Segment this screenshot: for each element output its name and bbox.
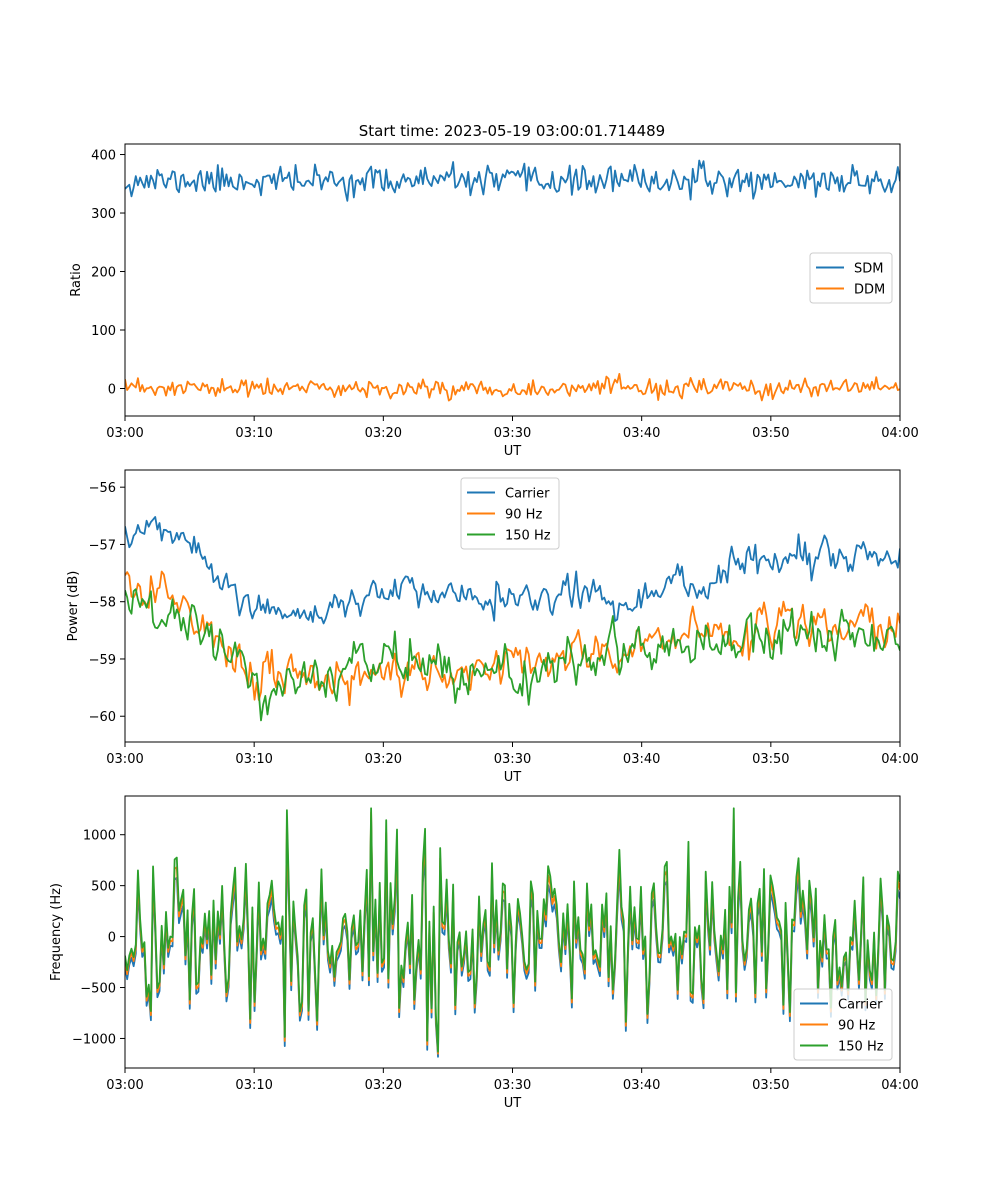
x-tick-label: 03:10 bbox=[235, 426, 272, 441]
y-axis-label: Frequency (Hz) bbox=[49, 883, 64, 981]
legend: Carrier 90 Hz 150 Hz bbox=[793, 988, 893, 1061]
y-tick-label: −59 bbox=[89, 653, 116, 668]
legend-box bbox=[460, 477, 560, 550]
legend: Carrier 90 Hz 150 Hz bbox=[460, 477, 560, 550]
x-tick-label: 03:50 bbox=[752, 1078, 789, 1093]
x-tick-label: 03:40 bbox=[623, 752, 660, 767]
legend-label: DDM bbox=[854, 283, 885, 298]
y-tick-label: −60 bbox=[89, 710, 116, 725]
x-axis-label: UT bbox=[504, 770, 522, 785]
x-tick-label: 03:50 bbox=[752, 426, 789, 441]
legend-label: 90 Hz bbox=[505, 508, 542, 523]
series-group bbox=[125, 159, 900, 402]
legend-label: 150 Hz bbox=[505, 529, 551, 544]
x-tick-label: 03:30 bbox=[494, 1078, 531, 1093]
x-tick-label: 03:30 bbox=[494, 752, 531, 767]
plot-area bbox=[125, 796, 900, 1068]
series-line-150-hz bbox=[125, 807, 900, 1053]
y-tick-label: −58 bbox=[89, 596, 116, 611]
x-tick-label: 03:40 bbox=[623, 426, 660, 441]
y-tick-label: 200 bbox=[91, 266, 116, 281]
x-tick-label: 03:00 bbox=[106, 426, 143, 441]
y-tick-label: 500 bbox=[91, 880, 116, 895]
chart-panel-1: 03:00 03:10 03:20 03:30 03:40 03:50 04:00 0 100 2… bbox=[69, 143, 919, 459]
y-axis-label: Ratio bbox=[69, 263, 84, 296]
legend-label: Carrier bbox=[505, 487, 550, 502]
legend-label: Carrier bbox=[838, 998, 883, 1013]
y-tick-label: 0 bbox=[108, 383, 116, 398]
x-tick-label: 03:20 bbox=[365, 1078, 402, 1093]
x-tick-label: 03:50 bbox=[752, 752, 789, 767]
y-tick-label: 400 bbox=[91, 149, 116, 164]
legend-label: SDM bbox=[854, 262, 883, 277]
series-line-carrier bbox=[125, 516, 900, 625]
x-tick-label: 04:00 bbox=[881, 752, 918, 767]
series-line-sdm bbox=[125, 159, 900, 202]
x-axis-label: UT bbox=[504, 1096, 522, 1111]
y-tick-label: 0 bbox=[108, 931, 116, 946]
chart-panel-3: 03:00 03:10 03:20 03:30 03:40 03:50 04:00 −1000… bbox=[49, 795, 919, 1111]
y-tick-label: −1000 bbox=[72, 1032, 116, 1047]
y-tick-label: 300 bbox=[91, 207, 116, 222]
legend: SDM DDM bbox=[809, 252, 893, 304]
series-line-150-hz bbox=[125, 588, 900, 722]
legend-box bbox=[793, 988, 893, 1061]
x-tick-label: 04:00 bbox=[881, 1078, 918, 1093]
y-tick-label: −57 bbox=[89, 538, 116, 553]
series-line-ddm bbox=[125, 372, 900, 402]
x-tick-label: 03:20 bbox=[365, 752, 402, 767]
series-group bbox=[125, 807, 900, 1058]
x-tick-label: 03:00 bbox=[106, 752, 143, 767]
y-axis-label: Power (dB) bbox=[66, 571, 81, 642]
legend-label: 150 Hz bbox=[838, 1040, 884, 1055]
series-line-90-hz bbox=[125, 570, 900, 707]
x-tick-label: 04:00 bbox=[881, 426, 918, 441]
y-tick-label: −56 bbox=[89, 481, 116, 496]
y-tick-label: 1000 bbox=[83, 829, 116, 844]
x-tick-label: 03:40 bbox=[623, 1078, 660, 1093]
x-tick-label: 03:30 bbox=[494, 426, 531, 441]
x-axis-label: UT bbox=[504, 444, 522, 459]
x-tick-label: 03:20 bbox=[365, 426, 402, 441]
figure-title: Start time: 2023-05-19 03:00:01.714489 bbox=[359, 122, 665, 140]
legend-box bbox=[809, 252, 893, 304]
x-tick-label: 03:10 bbox=[235, 752, 272, 767]
legend-label: 90 Hz bbox=[838, 1019, 875, 1034]
y-tick-label: −500 bbox=[80, 982, 116, 997]
x-tick-label: 03:00 bbox=[106, 1078, 143, 1093]
series-group bbox=[125, 516, 900, 722]
y-tick-label: 100 bbox=[91, 324, 116, 339]
charts: 03:00 03:10 03:20 03:30 03:40 03:50 04:00 0 100 2… bbox=[49, 143, 919, 1111]
plot-area bbox=[125, 144, 900, 416]
x-tick-label: 03:10 bbox=[235, 1078, 272, 1093]
chart-panel-2: 03:00 03:10 03:20 03:30 03:40 03:50 04:00 −60 −5… bbox=[66, 469, 919, 785]
